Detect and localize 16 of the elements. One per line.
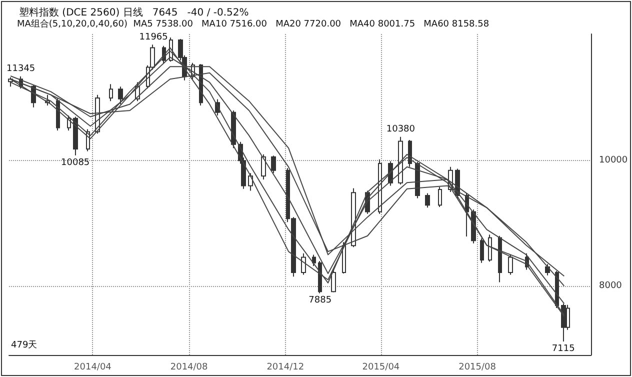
annotation: 11345 — [6, 64, 36, 74]
chart-subtitle: MA组合(5,10,20,0,40,60) MA5 7538.00 MA10 7516.00 MA20 7720.00 MA40 8001.75 MA60 8158.58 — [17, 18, 490, 30]
x-tick-label: 2014/04 — [74, 362, 112, 372]
annotation: 10085 — [61, 158, 90, 168]
y-tick-label: 10000 — [599, 156, 628, 166]
x-tick-label: 2015/08 — [458, 362, 496, 372]
x-tick-label: 2014/12 — [266, 362, 304, 372]
annotation: 7885 — [308, 296, 332, 306]
y-tick-label: 8000 — [599, 281, 622, 292]
annotation: 7115 — [552, 344, 575, 354]
annotation: 11965 — [139, 32, 168, 42]
x-tick-label: 2015/04 — [362, 362, 400, 372]
chart-title: 塑料指数 (DCE 2560) 日线 7645 -40 / -0.52% — [19, 6, 249, 18]
annotation: 479天 — [11, 340, 38, 350]
x-tick-label: 2014/08 — [170, 362, 208, 372]
annotation: 10380 — [386, 124, 416, 134]
